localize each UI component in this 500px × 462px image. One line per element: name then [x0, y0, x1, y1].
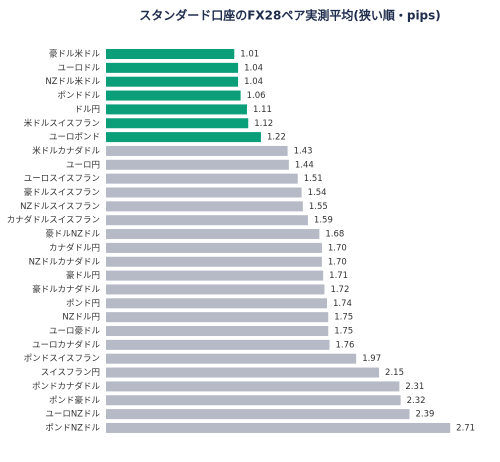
y-tick-label: ポンドドル	[57, 91, 100, 101]
bar	[106, 118, 249, 129]
y-tick-label: ドル円	[74, 105, 100, 115]
bar	[106, 256, 322, 267]
value-label: 2.39	[416, 410, 435, 420]
y-tick-label: ポンド豪ドル	[49, 395, 101, 406]
y-tick-label: 豪ドル米ドル	[49, 49, 101, 60]
value-label: 1.04	[244, 77, 263, 87]
bar	[106, 409, 410, 420]
y-tick-label: ポンド円	[66, 299, 100, 309]
bar	[106, 132, 261, 143]
value-label: 1.75	[334, 327, 353, 337]
bar	[106, 395, 401, 406]
bar	[106, 187, 302, 198]
value-label: 1.04	[244, 63, 263, 73]
y-tick-label: ユーロドル	[57, 63, 100, 73]
bar	[106, 173, 298, 184]
value-label: 1.59	[314, 216, 333, 226]
bar	[106, 242, 322, 253]
y-tick-label: ユーロ豪ドル	[49, 326, 101, 337]
bar	[106, 201, 303, 212]
value-label: 1.70	[328, 257, 347, 267]
bar	[106, 90, 241, 101]
y-tick-label: カナダドル円	[49, 242, 100, 253]
y-tick-label: NZドルスイスフラン	[20, 202, 100, 212]
value-label: 1.76	[336, 340, 355, 350]
value-label: 1.70	[328, 243, 347, 253]
bar	[106, 339, 330, 350]
bar	[106, 298, 327, 309]
y-tick-label: ユーロ円	[66, 160, 100, 170]
bar	[106, 145, 288, 156]
y-tick-label: ユーロポンド	[49, 133, 100, 143]
y-tick-label: 豪ドルスイスフラン	[24, 187, 100, 198]
value-label: 1.11	[253, 105, 272, 115]
bar	[106, 270, 324, 281]
value-label: 1.12	[254, 119, 273, 129]
y-tick-label: カナダドルスイスフラン	[7, 215, 100, 226]
value-label: 1.72	[330, 285, 349, 295]
bar	[106, 159, 289, 170]
bar	[106, 367, 380, 378]
bar	[106, 62, 239, 73]
value-label: 1.22	[267, 133, 286, 143]
y-tick-label: ユーロカナダドル	[32, 339, 101, 350]
value-label: 2.71	[456, 423, 475, 433]
bar	[106, 353, 357, 364]
y-tick-label: NZドル円	[62, 313, 100, 323]
bar	[106, 49, 235, 59]
value-label: 1.06	[247, 91, 266, 101]
y-tick-label: ユーロNZドル	[45, 410, 100, 420]
y-tick-label: 豪ドル円	[66, 270, 100, 281]
value-label: 1.75	[334, 313, 353, 323]
y-tick-label: NZドルカナダドル	[29, 256, 101, 267]
value-label: 1.01	[240, 50, 259, 60]
value-label: 1.55	[309, 202, 328, 212]
bar	[106, 422, 451, 433]
value-label: 1.51	[304, 174, 323, 184]
value-label: 1.44	[295, 160, 314, 170]
y-tick-label: ポンドカナダドル	[32, 381, 101, 392]
y-tick-label: スイスフラン円	[41, 368, 100, 378]
y-tick-label: 米ドルカナダドル	[32, 145, 100, 156]
bar	[106, 326, 329, 336]
value-label: 2.15	[385, 368, 404, 378]
bar	[106, 284, 325, 295]
value-label: 1.54	[308, 188, 327, 198]
value-label: 1.71	[329, 271, 348, 281]
value-label: 1.68	[325, 230, 344, 240]
value-label: 1.43	[294, 146, 313, 156]
y-tick-label: ポンドスイスフラン	[24, 354, 100, 364]
bar	[106, 104, 247, 115]
bar	[106, 76, 239, 87]
value-label: 2.31	[405, 382, 424, 392]
bar	[106, 312, 329, 323]
y-tick-label: 豪ドルカナダドル	[32, 284, 100, 295]
bar	[106, 381, 400, 392]
bar	[106, 229, 320, 240]
y-tick-label: ポンドNZドル	[45, 423, 100, 433]
chart-title: スタンダード口座のFX28ペア実測平均(狭い順・pips)	[139, 8, 441, 23]
bar	[106, 215, 308, 226]
value-label: 1.97	[362, 354, 381, 364]
y-tick-label: ユーロスイスフラン	[24, 174, 100, 184]
y-tick-label: 米ドルスイスフラン	[24, 118, 100, 129]
y-tick-label: NZドル米ドル	[45, 76, 100, 87]
value-label: 2.32	[407, 396, 426, 406]
y-tick-label: 豪ドルNZドル	[45, 229, 100, 240]
value-label: 1.74	[333, 299, 352, 309]
